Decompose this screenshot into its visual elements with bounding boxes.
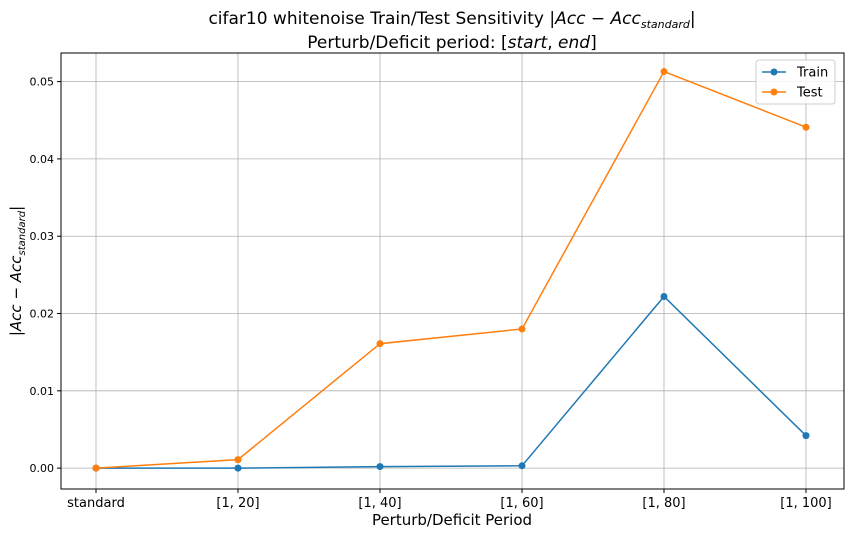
data-point-train (376, 463, 384, 471)
y-tick-label: 0.00 (30, 462, 55, 475)
series-layer (92, 68, 810, 472)
y-tick-label: 0.03 (30, 230, 55, 243)
x-axis-label: Perturb/Deficit Period (372, 511, 532, 529)
legend-marker-train (770, 68, 778, 76)
y-axis-ticks: 0.00 0.01 0.02 0.03 0.04 0.05 (30, 76, 61, 475)
y-tick-label: 0.01 (30, 385, 55, 398)
legend: Train Test (755, 59, 836, 105)
y-axis-label: |Acc − Accstandard| (7, 206, 28, 336)
x-tick-label: standard (67, 496, 125, 511)
series-line-train (96, 295, 807, 469)
y-tick-label: 0.02 (30, 308, 55, 321)
data-point-test (376, 340, 384, 348)
x-tick-label: [1, 60] (500, 496, 543, 511)
data-point-test (660, 68, 668, 76)
legend-label-test: Test (796, 86, 823, 101)
x-tick-label: [1, 40] (358, 496, 401, 511)
legend-marker-test (770, 88, 778, 96)
series-line-test (95, 70, 807, 469)
data-point-train (234, 464, 242, 472)
chart-title-line-1: cifar10 whitenoise Train/Test Sensitivit… (208, 9, 695, 31)
x-tick-label: [1, 100] (780, 496, 832, 511)
plot-frame (60, 52, 845, 490)
data-point-train (802, 432, 810, 440)
data-point-train (660, 293, 668, 301)
x-axis-ticks: standard [1, 20] [1, 40] [1, 60] [1, 80] [1, … (67, 489, 832, 511)
data-point-train (518, 462, 526, 470)
x-tick-label: [1, 20] (216, 496, 259, 511)
data-point-test (92, 464, 100, 472)
x-tick-label: [1, 80] (642, 496, 685, 511)
data-point-test (518, 325, 526, 333)
legend-items: Train Test (762, 66, 828, 101)
data-point-test (802, 123, 810, 131)
data-point-test (234, 456, 242, 464)
chart-title-line-2: Perturb/Deficit period: [start, end] (307, 33, 596, 53)
legend-label-train: Train (796, 66, 828, 81)
grid-lines (61, 53, 844, 489)
y-tick-label: 0.04 (30, 153, 55, 166)
y-tick-label: 0.05 (30, 76, 55, 89)
